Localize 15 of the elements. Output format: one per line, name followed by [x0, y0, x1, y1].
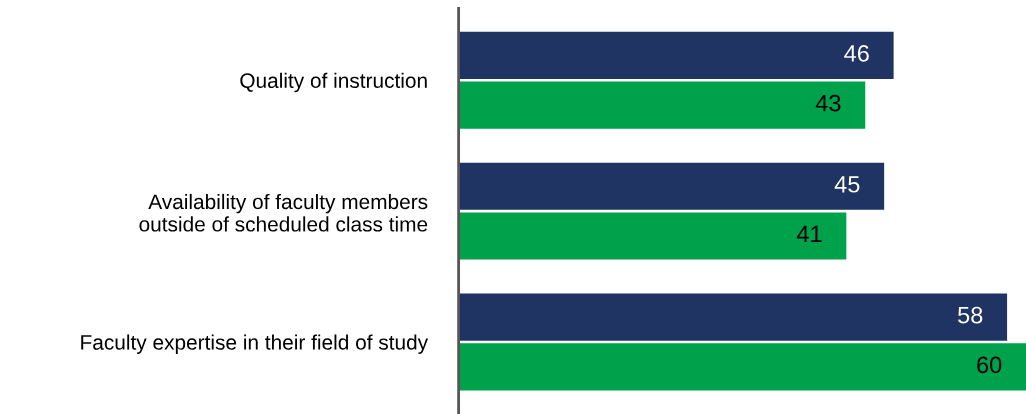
data-label: 41 [796, 225, 822, 243]
data-label: 60 [977, 356, 1002, 374]
bar [458, 343, 1026, 391]
bar [458, 212, 847, 260]
data-label: 45 [834, 176, 860, 193]
data-label: 43 [815, 94, 841, 112]
y-tick-label: Faculty expertise in their field of study [81, 334, 429, 354]
data-label: 46 [844, 45, 869, 62]
data-label: 58 [958, 306, 983, 324]
bar [458, 162, 885, 210]
y-tick-label: Availability of faculty members outside of scheduled class time [139, 193, 428, 232]
bar [458, 81, 866, 129]
bar [458, 293, 1008, 341]
bar [458, 31, 894, 79]
y-tick-label: Quality of instruction [240, 72, 427, 93]
